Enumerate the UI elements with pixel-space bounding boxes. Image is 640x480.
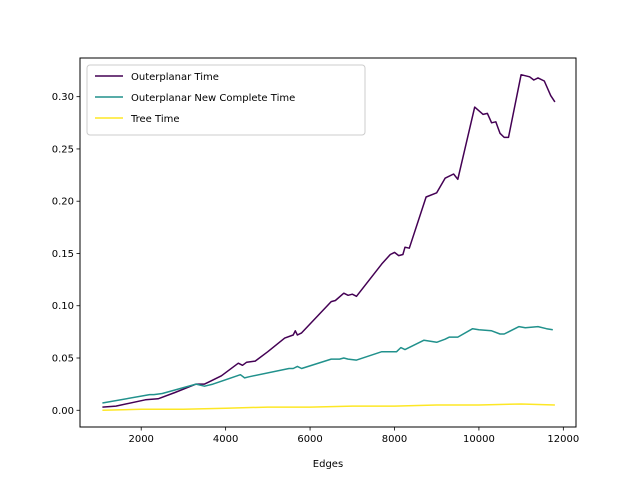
- y-tick-label: 0.25: [52, 144, 74, 155]
- legend-box: [86, 64, 366, 136]
- y-tick-label: 0.20: [52, 197, 74, 208]
- y-tick-label: 0.15: [52, 249, 74, 260]
- legend-label-2: Outerplanar New Complete Time: [131, 93, 295, 104]
- x-tick-label: 6000: [297, 434, 322, 445]
- y-axis-ticks: 0.00 0.05 0.10 0.15 0.20 0.25 0.30: [52, 92, 80, 417]
- series-line-2: [102, 325, 553, 404]
- x-axis-ticks: 2000 4000 6000 8000 10000 12000: [128, 427, 579, 445]
- series-line-3: [102, 403, 555, 412]
- plot-frame: [79, 57, 577, 428]
- legend-label-3: Tree Time: [130, 114, 180, 125]
- y-tick-label: 0.10: [52, 301, 74, 312]
- y-tick-label: 0.30: [52, 92, 74, 103]
- y-tick-label: 0.00: [52, 406, 74, 417]
- legend-label-1: Outerplanar Time: [131, 72, 219, 83]
- series-line-1: [102, 73, 556, 408]
- x-tick-label: 2000: [128, 434, 153, 445]
- legend: Outerplanar Time Outerplanar New Complete…: [86, 64, 366, 136]
- series-layer: [102, 73, 556, 412]
- x-tick-label: 8000: [382, 434, 407, 445]
- y-tick-label: 0.05: [52, 354, 74, 365]
- x-axis-label: Edges: [313, 459, 343, 470]
- x-tick-label: 12000: [547, 434, 579, 445]
- x-tick-label: 4000: [213, 434, 238, 445]
- x-tick-label: 10000: [463, 434, 495, 445]
